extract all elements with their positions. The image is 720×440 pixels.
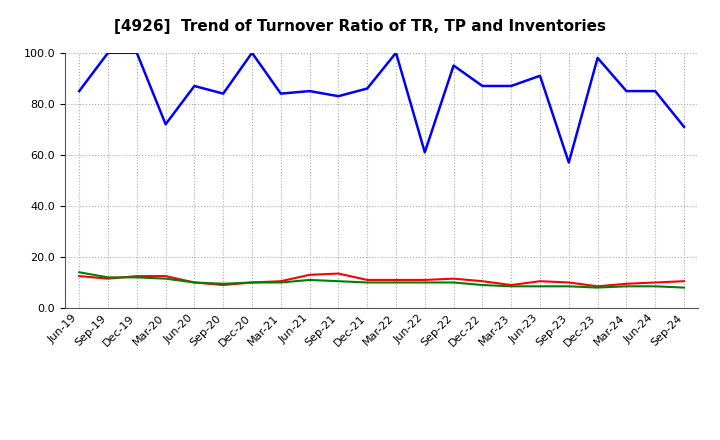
Trade Payables <box>363 86 372 91</box>
Text: [4926]  Trend of Turnover Ratio of TR, TP and Inventories: [4926] Trend of Turnover Ratio of TR, TP… <box>114 19 606 34</box>
Line: Inventories: Inventories <box>79 272 684 288</box>
Trade Receivables <box>190 280 199 285</box>
Inventories <box>219 281 228 286</box>
Inventories <box>651 284 660 289</box>
Trade Receivables <box>478 279 487 284</box>
Inventories <box>363 280 372 285</box>
Trade Receivables <box>622 281 631 286</box>
Trade Payables <box>305 88 314 94</box>
Trade Receivables <box>219 282 228 288</box>
Trade Payables <box>190 83 199 88</box>
Trade Receivables <box>536 279 544 284</box>
Inventories <box>564 284 573 289</box>
Inventories <box>190 280 199 285</box>
Inventories <box>507 284 516 289</box>
Trade Payables <box>449 63 458 68</box>
Inventories <box>161 276 170 281</box>
Trade Receivables <box>564 280 573 285</box>
Trade Payables <box>564 160 573 165</box>
Trade Receivables <box>276 279 285 284</box>
Inventories <box>680 285 688 290</box>
Trade Receivables <box>651 280 660 285</box>
Trade Payables <box>651 88 660 94</box>
Trade Receivables <box>305 272 314 278</box>
Inventories <box>276 280 285 285</box>
Trade Payables <box>507 83 516 88</box>
Trade Receivables <box>680 279 688 284</box>
Trade Receivables <box>104 276 112 281</box>
Trade Payables <box>219 91 228 96</box>
Inventories <box>536 284 544 289</box>
Trade Payables <box>248 50 256 55</box>
Trade Payables <box>420 150 429 155</box>
Inventories <box>478 282 487 288</box>
Line: Trade Receivables: Trade Receivables <box>79 274 684 286</box>
Trade Receivables <box>248 280 256 285</box>
Inventories <box>334 279 343 284</box>
Inventories <box>622 284 631 289</box>
Trade Receivables <box>161 273 170 279</box>
Line: Trade Payables: Trade Payables <box>79 53 684 162</box>
Trade Payables <box>132 50 141 55</box>
Trade Payables <box>161 121 170 127</box>
Trade Payables <box>334 94 343 99</box>
Inventories <box>305 277 314 282</box>
Trade Payables <box>104 50 112 55</box>
Inventories <box>248 280 256 285</box>
Trade Payables <box>680 124 688 129</box>
Trade Payables <box>276 91 285 96</box>
Inventories <box>420 280 429 285</box>
Trade Receivables <box>334 271 343 276</box>
Trade Receivables <box>132 273 141 279</box>
Trade Receivables <box>593 284 602 289</box>
Trade Payables <box>392 50 400 55</box>
Trade Payables <box>593 55 602 61</box>
Trade Payables <box>478 83 487 88</box>
Trade Receivables <box>449 276 458 281</box>
Trade Receivables <box>75 273 84 279</box>
Inventories <box>449 280 458 285</box>
Trade Receivables <box>392 277 400 282</box>
Inventories <box>104 275 112 280</box>
Inventories <box>593 285 602 290</box>
Trade Receivables <box>363 277 372 282</box>
Trade Receivables <box>420 277 429 282</box>
Inventories <box>75 270 84 275</box>
Trade Receivables <box>507 282 516 288</box>
Trade Payables <box>536 73 544 78</box>
Trade Payables <box>622 88 631 94</box>
Trade Payables <box>75 88 84 94</box>
Inventories <box>132 275 141 280</box>
Inventories <box>392 280 400 285</box>
